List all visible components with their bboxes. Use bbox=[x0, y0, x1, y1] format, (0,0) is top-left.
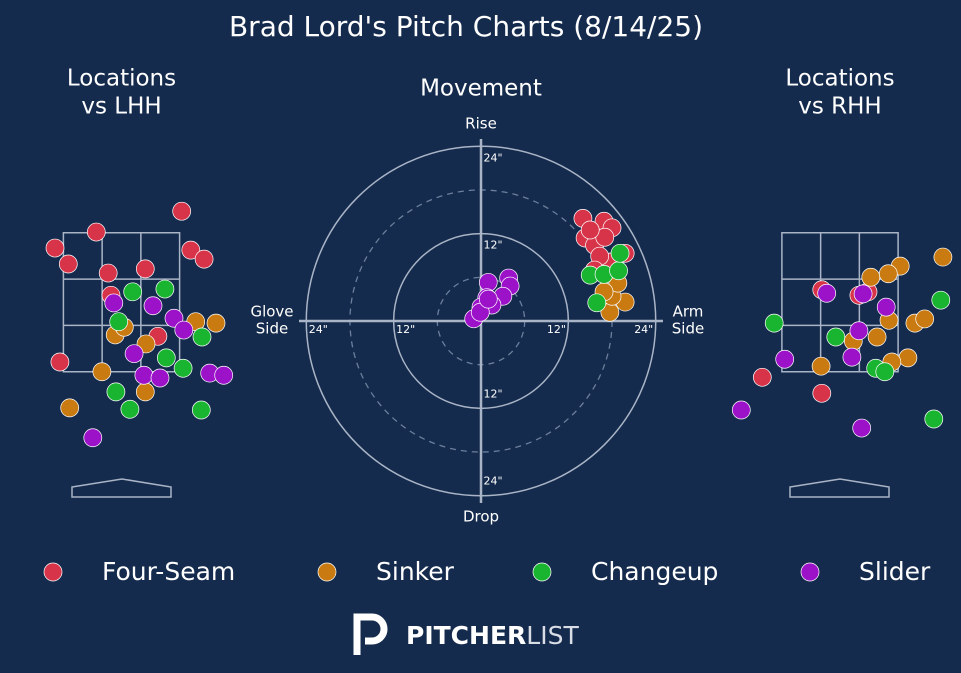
pitch bbox=[826, 327, 846, 347]
pitch bbox=[106, 382, 126, 402]
pitch bbox=[731, 400, 751, 420]
pitch bbox=[752, 367, 772, 387]
pitch bbox=[817, 283, 837, 303]
tick-label: 24" bbox=[309, 323, 328, 336]
pitch bbox=[191, 400, 211, 420]
pitch bbox=[192, 327, 212, 347]
pitch bbox=[580, 220, 600, 240]
axis-label: Rise bbox=[465, 115, 497, 133]
panel-title: Locations bbox=[785, 66, 894, 92]
pitch bbox=[933, 247, 953, 267]
axis-label: Arm bbox=[673, 303, 704, 321]
pitch bbox=[194, 249, 214, 269]
axis-label: Drop bbox=[463, 508, 499, 526]
panel-title: Locations bbox=[67, 66, 176, 92]
pitch bbox=[924, 409, 944, 429]
strike-zone bbox=[62, 232, 181, 373]
pitch bbox=[764, 313, 784, 333]
logo-bold: PITCHER bbox=[406, 621, 526, 650]
logo-text: PITCHERLIST bbox=[406, 621, 579, 650]
pitch bbox=[104, 293, 124, 313]
home-plate bbox=[789, 478, 890, 498]
logo-light: LIST bbox=[526, 621, 579, 650]
pitch bbox=[876, 297, 896, 317]
legend-label: Sinker bbox=[376, 557, 455, 586]
pitch bbox=[915, 309, 935, 329]
panel-title: Movement bbox=[420, 76, 542, 102]
pitch bbox=[134, 365, 154, 385]
pitch bbox=[775, 349, 795, 369]
pitch bbox=[50, 352, 70, 372]
pitch bbox=[150, 368, 170, 388]
axis-label: Side bbox=[672, 320, 704, 338]
pitch bbox=[853, 284, 873, 304]
pitch bbox=[206, 313, 226, 333]
legend-marker bbox=[317, 562, 337, 582]
pitch bbox=[842, 347, 862, 367]
pitch bbox=[214, 365, 234, 385]
legend-label: Slider bbox=[859, 557, 931, 586]
tick-label: 24" bbox=[483, 475, 502, 488]
pitch bbox=[60, 398, 80, 418]
tick-label: 12" bbox=[483, 387, 502, 400]
pitch bbox=[58, 254, 78, 274]
logo: PITCHERLIST bbox=[353, 613, 579, 655]
pitch bbox=[135, 259, 155, 279]
logo-icon bbox=[353, 613, 388, 655]
pitch bbox=[852, 418, 872, 438]
pitch bbox=[92, 362, 112, 382]
pitch bbox=[174, 320, 194, 340]
legend-label: Changeup bbox=[591, 557, 718, 586]
pitch bbox=[931, 290, 951, 310]
pitch bbox=[861, 267, 881, 287]
pitch bbox=[173, 358, 193, 378]
legend-label: Four-Seam bbox=[102, 557, 235, 586]
pitch bbox=[867, 327, 887, 347]
strike-zone bbox=[781, 232, 899, 373]
pitch bbox=[849, 321, 869, 341]
pitch bbox=[143, 296, 163, 316]
pitch bbox=[875, 362, 895, 382]
pitch bbox=[109, 312, 129, 332]
legend-marker bbox=[800, 562, 820, 582]
pitch bbox=[124, 344, 144, 364]
pitch bbox=[811, 356, 831, 376]
pitch bbox=[98, 263, 118, 283]
pitch bbox=[135, 382, 155, 402]
panel-title: vs LHH bbox=[81, 94, 161, 120]
pitch bbox=[181, 240, 201, 260]
home-plate bbox=[71, 478, 172, 498]
axis-label: Glove bbox=[250, 303, 293, 321]
pitch bbox=[172, 201, 192, 221]
pitch bbox=[86, 222, 106, 242]
pitch bbox=[123, 282, 143, 302]
tick-label: 12" bbox=[483, 239, 502, 252]
pitch bbox=[812, 383, 832, 403]
pitch bbox=[156, 348, 176, 368]
pitch bbox=[478, 289, 498, 309]
pitch bbox=[609, 261, 628, 281]
pitch bbox=[587, 293, 607, 313]
panel-title: vs RHH bbox=[798, 94, 881, 120]
pitch bbox=[155, 279, 175, 299]
pitch bbox=[610, 243, 630, 263]
legend-marker bbox=[43, 562, 63, 582]
tick-label: 24" bbox=[483, 151, 502, 164]
pitch bbox=[83, 428, 103, 448]
legend-marker bbox=[532, 562, 552, 582]
tick-label: 12" bbox=[547, 323, 566, 336]
pitch bbox=[45, 238, 65, 258]
pitch bbox=[898, 348, 918, 368]
chart-title: Brad Lord's Pitch Charts (8/14/25) bbox=[229, 10, 703, 43]
pitch bbox=[120, 399, 140, 419]
tick-label: 12" bbox=[396, 323, 415, 336]
axis-label: Side bbox=[256, 320, 288, 338]
pitch bbox=[878, 264, 898, 284]
tick-label: 24" bbox=[634, 323, 653, 336]
